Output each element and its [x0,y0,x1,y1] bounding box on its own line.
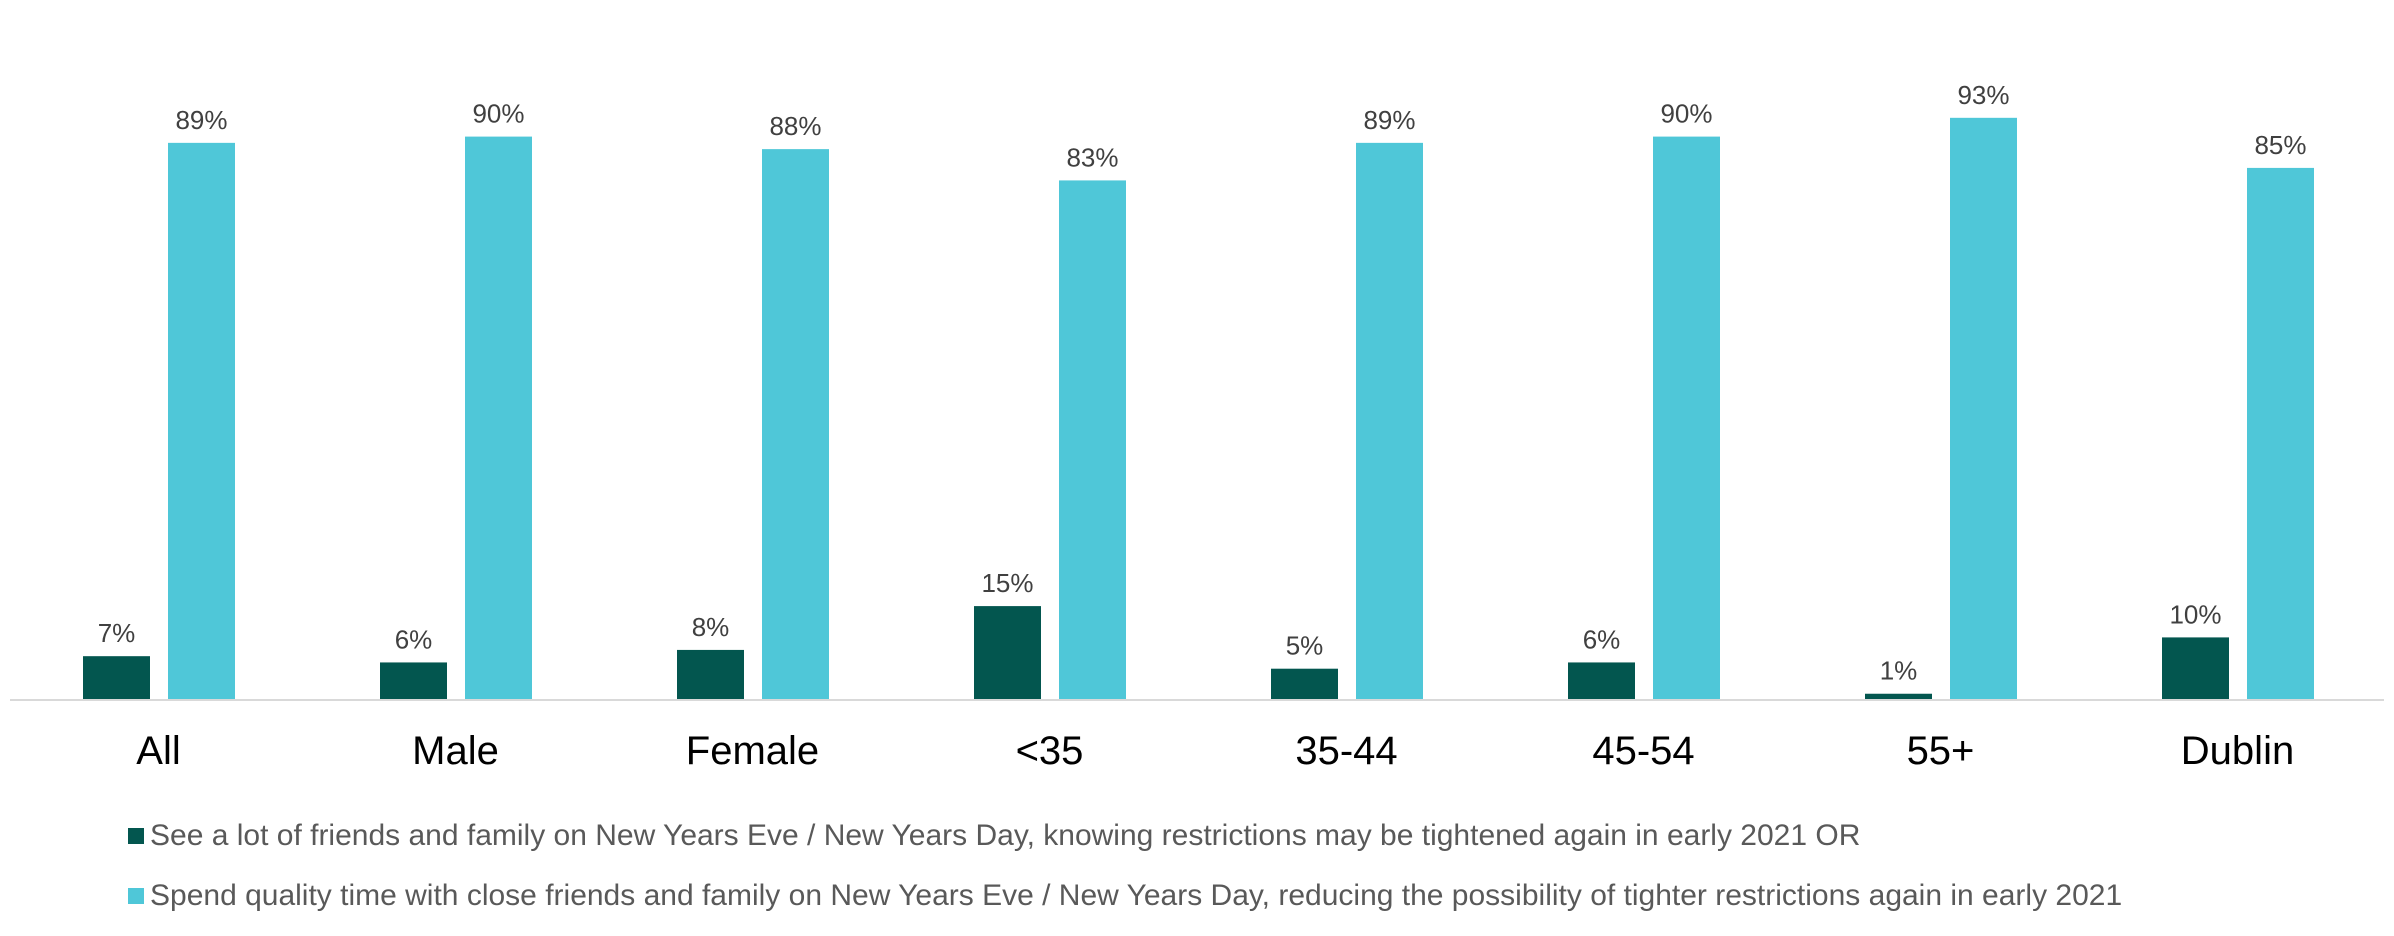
data-label-series-1-5: 6% [1583,624,1621,654]
legend-swatch-series-2 [128,888,144,904]
bar-series-2-3 [1059,180,1126,701]
bar-series-2-1 [465,136,532,701]
data-label-series-1-7: 10% [2169,599,2221,629]
category-label-1: Male [412,729,499,773]
bar-series-1-0 [83,656,150,700]
bars-group [83,117,2314,701]
bar-series-1-2 [677,649,744,700]
data-label-series-1-1: 6% [395,624,433,654]
bar-series-2-6 [1950,117,2017,700]
bar-series-2-0 [168,142,235,701]
legend: See a lot of friends and family on New Y… [128,816,2122,936]
category-label-4: 35-44 [1295,729,1397,773]
bar-series-1-3 [974,606,1041,700]
bar-series-1-6 [1865,693,1932,700]
bar-chart: 7% 89% 6% 90% 8% 88% 15% 83% 5% 89% 6% 90% 1% 93% 10% 8… [10,80,2384,773]
data-label-series-2-6: 93% [1957,80,2009,110]
bar-series-2-7 [2247,167,2314,700]
bar-series-1-5 [1568,662,1635,700]
legend-label-series-2: Spend quality time with close friends an… [150,879,2123,912]
data-label-series-2-0: 89% [175,105,227,135]
category-label-0: All [136,729,180,773]
category-labels-group: All Male Female <35 35-44 45-54 55+ Dublin [136,729,2294,773]
bar-series-1-7 [2162,637,2229,700]
legend-swatch-series-1 [128,828,144,844]
bar-series-1-1 [380,662,447,700]
bar-series-2-2 [762,149,829,700]
data-label-series-1-3: 15% [981,568,1033,598]
value-labels-group: 7% 89% 6% 90% 8% 88% 15% 83% 5% 89% 6% 90% 1% 93% 10% 8… [98,80,2307,686]
data-label-series-2-7: 85% [2254,130,2306,160]
legend-item-series-1: See a lot of friends and family on New Y… [128,816,2122,856]
data-label-series-2-5: 90% [1660,99,1712,129]
bar-series-2-4 [1356,142,1423,701]
data-label-series-1-0: 7% [98,618,136,648]
category-label-2: Female [686,729,819,773]
bar-series-1-4 [1271,668,1338,700]
data-label-series-2-3: 83% [1066,142,1118,172]
category-label-6: 55+ [1907,729,1975,773]
data-label-series-2-4: 89% [1363,105,1415,135]
legend-label-series-1: See a lot of friends and family on New Y… [150,819,1861,852]
data-label-series-2-2: 88% [769,111,821,141]
legend-item-series-2: Spend quality time with close friends an… [128,876,2122,916]
category-label-7: Dublin [2181,729,2294,773]
category-label-5: 45-54 [1592,729,1694,773]
data-label-series-1-6: 1% [1880,656,1918,686]
data-label-series-1-4: 5% [1286,631,1324,661]
data-label-series-2-1: 90% [472,99,524,129]
category-label-3: <35 [1016,729,1084,773]
bar-series-2-5 [1653,136,1720,701]
data-label-series-1-2: 8% [692,612,730,642]
